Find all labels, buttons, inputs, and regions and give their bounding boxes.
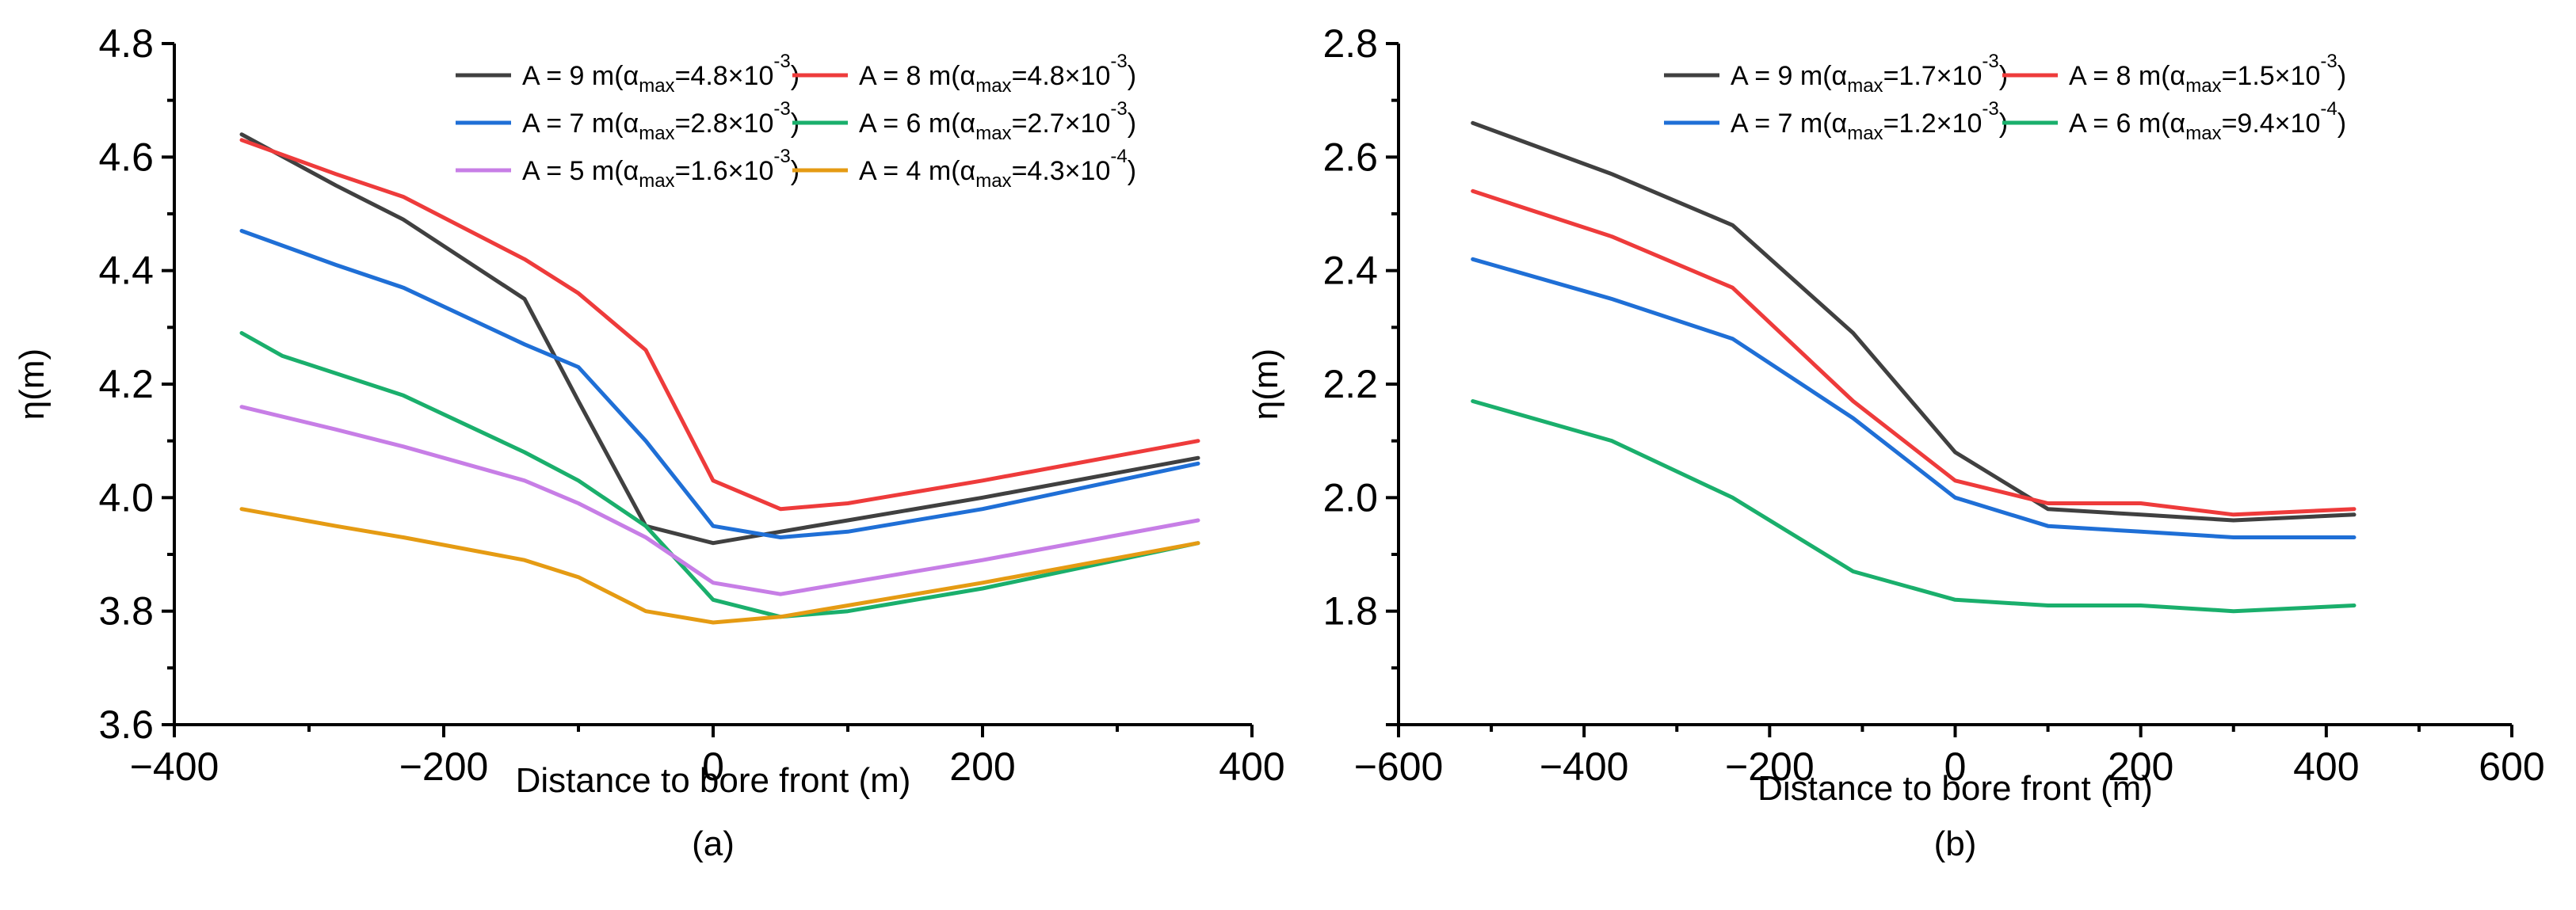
x-tick-label: 200 — [949, 744, 1015, 789]
legend-superscript: -3 — [773, 98, 790, 120]
legend-subscript: max — [1847, 123, 1883, 144]
y-tick-label: 2.6 — [1322, 135, 1378, 179]
legend-entry: A = 4 m(αmax=4.3×10-4) — [859, 146, 1136, 192]
y-tick-label: 4.4 — [98, 249, 154, 293]
legend-text-part: A = 6 m(α — [2069, 109, 2185, 139]
y-axis-title: η(m) — [13, 348, 52, 420]
series-line-a=4m — [239, 507, 1200, 625]
legend-superscript: -3 — [1110, 51, 1127, 72]
legend-text-part: =2.7×10 — [1012, 109, 1111, 139]
legend-entry: A = 8 m(αmax=4.8×10-3) — [859, 51, 1136, 97]
x-tick-label: 400 — [2293, 744, 2359, 789]
legend-subscript: max — [975, 75, 1011, 97]
series-line-a=8m — [239, 138, 1200, 512]
legend-subscript: max — [975, 123, 1011, 144]
legend-subscript: max — [639, 123, 674, 144]
x-tick-label: −200 — [399, 744, 489, 789]
legend-superscript: -3 — [2320, 51, 2337, 72]
legend-entry: A = 7 m(αmax=2.8×10-3) — [522, 98, 800, 144]
x-axis-title: Distance to bore front (m) — [1757, 769, 2153, 808]
panel-label: (b) — [1934, 824, 1977, 863]
y-tick-label: 2.2 — [1322, 362, 1378, 406]
y-tick-label: 4.0 — [98, 475, 154, 520]
legend-text-part: =1.5×10 — [2222, 61, 2321, 91]
legend-subscript: max — [2185, 123, 2221, 144]
x-tick-label: −600 — [1354, 744, 1444, 789]
x-tick-label: −400 — [130, 744, 219, 789]
y-tick-label: 2.8 — [1322, 21, 1378, 66]
legend-superscript: -3 — [773, 146, 790, 167]
legend-entry: A = 5 m(αmax=1.6×10-3) — [522, 146, 800, 192]
legend-subscript: max — [975, 170, 1011, 192]
axis-frame — [1397, 44, 2512, 726]
legend-superscript: -3 — [1982, 98, 1998, 120]
legend-text-part: =4.3×10 — [1012, 156, 1111, 186]
legend-subscript: max — [1847, 75, 1883, 97]
legend-entry: A = 7 m(αmax=1.2×10-3) — [1731, 98, 2008, 144]
y-tick-label: 4.2 — [98, 362, 154, 406]
legend-text-part: ) — [1128, 156, 1136, 186]
x-tick-label: 400 — [1219, 744, 1284, 789]
legend-text-part: =1.6×10 — [675, 156, 774, 186]
legend-text-part: ) — [2337, 109, 2346, 139]
legend-text-part: A = 5 m(α — [522, 156, 639, 186]
legend-text-part: A = 8 m(α — [859, 61, 975, 91]
series-line-a=6m — [1471, 399, 2357, 614]
series-line-a=7m — [239, 229, 1200, 539]
y-tick-label: 2.0 — [1322, 475, 1378, 520]
legend-text-part: =4.8×10 — [675, 61, 774, 91]
legend-text-part: ) — [1128, 61, 1136, 91]
x-tick-label: 600 — [2479, 744, 2544, 789]
legend-superscript: -3 — [773, 51, 790, 72]
legend-entry: A = 8 m(αmax=1.5×10-3) — [2069, 51, 2346, 97]
legend-text-part: =1.2×10 — [1883, 109, 1983, 139]
series-line-a=7m — [1471, 257, 2357, 539]
y-tick-label: 3.6 — [98, 702, 154, 747]
legend-text-part: A = 9 m(α — [522, 61, 639, 91]
legend-text-part: A = 4 m(α — [859, 156, 975, 186]
legend-text-part: =1.7×10 — [1883, 61, 1983, 91]
y-tick-label: 1.8 — [1322, 589, 1378, 634]
legend-superscript: -3 — [1110, 98, 1127, 120]
legend-text-part: =2.8×10 — [675, 109, 774, 139]
legend-entry: A = 6 m(αmax=9.4×10-4) — [2069, 98, 2346, 144]
legend-superscript: -3 — [1982, 51, 1998, 72]
y-tick-label: 3.8 — [98, 589, 154, 634]
legend-subscript: max — [639, 75, 674, 97]
legend-text-part: A = 9 m(α — [1731, 61, 1847, 91]
x-tick-label: −400 — [1540, 744, 1629, 789]
series-line-a=5m — [239, 405, 1200, 596]
y-tick-label: 4.8 — [98, 21, 154, 66]
x-tick-label: 0 — [702, 744, 724, 789]
x-tick-label: 0 — [1944, 744, 1967, 789]
y-tick-label: 4.6 — [98, 135, 154, 179]
legend-entry: A = 9 m(αmax=4.8×10-3) — [522, 51, 800, 97]
legend-superscript: -4 — [1110, 146, 1127, 167]
y-tick-label: 2.4 — [1322, 249, 1378, 293]
legend-text-part: =4.8×10 — [1012, 61, 1111, 91]
legend-text-part: =9.4×10 — [2222, 109, 2321, 139]
legend-entry: A = 6 m(αmax=2.7×10-3) — [859, 98, 1136, 144]
legend-text-part: ) — [1128, 109, 1136, 139]
series-line-a=6m — [239, 331, 1200, 619]
x-tick-label: 200 — [2108, 744, 2173, 789]
legend-text-part: A = 6 m(α — [859, 109, 975, 139]
legend-entry: A = 9 m(αmax=1.7×10-3) — [1731, 51, 2008, 97]
y-axis-title: η(m) — [1246, 348, 1285, 420]
series-line-a=8m — [1471, 188, 2357, 517]
legend-text-part: A = 8 m(α — [2069, 61, 2185, 91]
chart-panel-b: −600 −400 −200 0 200 400 600 1.8 2.0 2.2 2.4 2.6 2.8… — [1246, 21, 2545, 863]
x-axis-title: Distance to bore front (m) — [516, 761, 911, 800]
x-tick-label: −200 — [1725, 744, 1815, 789]
legend-text-part: A = 7 m(α — [1731, 109, 1847, 139]
legend-text-part: ) — [2337, 61, 2346, 91]
legend-text-part: A = 7 m(α — [522, 109, 639, 139]
legend-subscript: max — [2185, 75, 2221, 97]
legend-superscript: -4 — [2320, 98, 2337, 120]
series-line-a=9m — [1471, 120, 2357, 523]
chart-panel-a: −400 −200 0 200 400 3.6 3.8 4.0 4.2 4.4 4.6 4.8 Dist… — [13, 21, 1285, 863]
legend-subscript: max — [639, 170, 674, 192]
panel-label: (a) — [692, 824, 735, 863]
